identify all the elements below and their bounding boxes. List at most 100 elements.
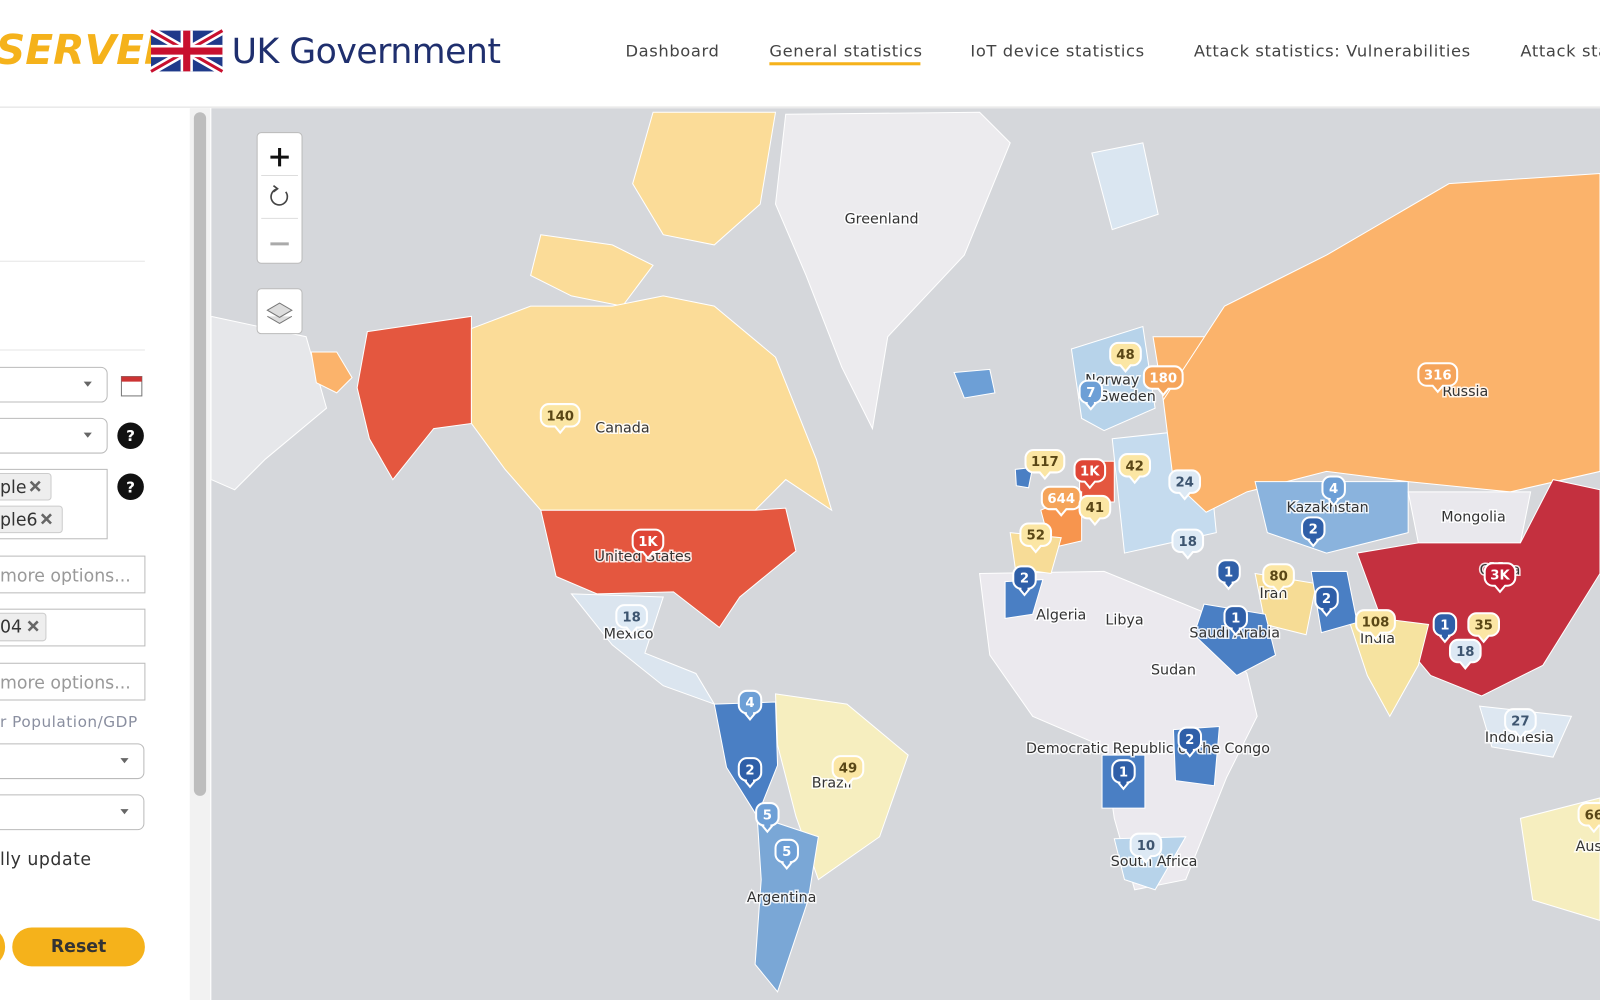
input[interactable] — [0, 662, 146, 701]
country — [1254, 572, 1317, 636]
marker-label: 48 — [1116, 348, 1134, 363]
map-marker[interactable]: 1K — [631, 528, 665, 560]
nav-link[interactable]: Attack statistics: Vulnerabilities — [1194, 42, 1471, 61]
map-marker[interactable]: 4 — [737, 689, 763, 721]
map-marker[interactable]: 52 — [1019, 522, 1053, 554]
tag-remove[interactable] — [29, 480, 41, 492]
country-label: Argentina — [747, 890, 817, 906]
tag — [0, 612, 47, 642]
map-marker[interactable]: 140 — [539, 403, 581, 435]
map-marker[interactable]: 2 — [1012, 565, 1037, 597]
map-marker[interactable]: 180 — [1142, 365, 1184, 397]
map-marker[interactable]: 24 — [1168, 469, 1202, 501]
select[interactable] — [0, 366, 108, 403]
map-marker[interactable]: 18 — [1448, 638, 1482, 670]
marker-label: 27 — [1511, 714, 1529, 729]
select[interactable] — [0, 417, 108, 454]
nav-link[interactable]: Attack sta — [1520, 42, 1600, 61]
help-text: ? — [126, 478, 135, 496]
map-marker[interactable]: 2 — [1177, 726, 1203, 758]
flag-cross-red — [151, 30, 223, 72]
country-label: Sweden — [1099, 389, 1155, 405]
map-marker[interactable]: 5 — [755, 802, 780, 834]
marker-label: 5 — [763, 808, 772, 823]
reset-view[interactable] — [270, 185, 289, 206]
tag-remove[interactable] — [27, 620, 39, 632]
help-icon[interactable] — [117, 422, 144, 449]
note: r Population/GDP — [0, 713, 138, 731]
map-marker[interactable]: 66 — [1577, 802, 1600, 834]
marker-pin — [1355, 609, 1396, 641]
marker-label: 2 — [745, 763, 754, 778]
marker-label: 42 — [1125, 459, 1143, 474]
marker-pin — [1142, 365, 1184, 397]
marker-pin — [1171, 528, 1205, 560]
zoom-in[interactable] — [270, 147, 289, 167]
header — [0, 0, 1600, 108]
map-marker[interactable]: 27 — [1504, 708, 1537, 740]
map-marker[interactable]: 18 — [615, 604, 648, 636]
marker-pin — [1262, 563, 1295, 595]
map-marker[interactable]: 1 — [1223, 605, 1248, 637]
map-marker[interactable]: 80 — [1262, 563, 1295, 595]
calendar-icon[interactable] — [120, 376, 143, 397]
map-marker[interactable]: 35 — [1467, 612, 1500, 644]
marker-pin — [1483, 562, 1517, 594]
layers-icon — [266, 302, 293, 325]
marker-label: 140 — [546, 409, 574, 424]
map-marker[interactable]: 2 — [1301, 516, 1326, 548]
map-marker[interactable]: 1 — [1216, 559, 1241, 591]
tag — [0, 472, 52, 501]
map-marker[interactable]: 48 — [1109, 341, 1142, 374]
checkbox-label[interactable]: lly update — [0, 850, 92, 870]
marker-label: 2 — [1185, 733, 1194, 748]
reset-button[interactable] — [12, 927, 145, 967]
map-marker[interactable]: 5 — [774, 838, 799, 870]
map-marker[interactable]: 2 — [737, 757, 763, 789]
map-marker[interactable]: 18 — [1171, 528, 1205, 560]
nav-link[interactable]: Dashboard — [626, 42, 720, 61]
country-label: Russia — [1442, 384, 1488, 400]
placeholder: more options... — [0, 567, 131, 587]
marker-pin — [737, 757, 763, 789]
map-marker[interactable]: 1K — [1073, 458, 1107, 490]
marker-pin — [631, 528, 665, 560]
country-label: Kazakhstan — [1286, 500, 1368, 516]
map-marker[interactable]: 42 — [1118, 453, 1152, 485]
map-marker[interactable]: 1 — [1432, 612, 1458, 644]
map-marker[interactable]: 644 — [1040, 485, 1082, 517]
map-marker[interactable]: 1 — [1111, 759, 1136, 791]
country — [570, 593, 716, 706]
map-marker[interactable]: 3K — [1483, 562, 1517, 594]
tag-remove[interactable] — [40, 513, 52, 525]
map-marker[interactable]: 117 — [1024, 448, 1066, 481]
marker-label: 18 — [1179, 535, 1197, 550]
button[interactable] — [0, 928, 6, 967]
marker-label: 1 — [1224, 565, 1233, 580]
map-marker[interactable]: 108 — [1355, 609, 1396, 641]
scrollbar-thumb[interactable] — [193, 112, 207, 796]
marker-label: 5 — [782, 845, 791, 860]
select-arrow — [120, 758, 129, 764]
map-marker[interactable]: 316 — [1417, 362, 1459, 394]
map-marker[interactable]: 49 — [831, 755, 865, 787]
nav-link[interactable]: General statistics — [769, 42, 922, 61]
country-label: Mongolia — [1441, 509, 1506, 525]
nav-link[interactable]: IoT device statistics — [970, 42, 1144, 61]
map-marker[interactable]: 2 — [1314, 585, 1339, 617]
help-icon[interactable] — [117, 473, 144, 500]
select[interactable] — [0, 743, 145, 780]
map-marker[interactable]: 41 — [1078, 494, 1112, 527]
map-marker[interactable]: 7 — [1078, 379, 1104, 411]
country — [953, 368, 996, 399]
map-marker[interactable]: 10 — [1129, 832, 1163, 864]
marker-label: 24 — [1175, 476, 1193, 491]
select[interactable] — [0, 794, 145, 831]
marker-label: 4 — [1329, 482, 1338, 497]
marker-pin — [1301, 516, 1326, 548]
marker-pin — [1504, 708, 1537, 740]
marker-label: 2 — [1020, 572, 1029, 587]
map-marker[interactable]: 4 — [1321, 475, 1346, 507]
input[interactable] — [0, 555, 146, 594]
marker-pin — [1177, 726, 1203, 758]
